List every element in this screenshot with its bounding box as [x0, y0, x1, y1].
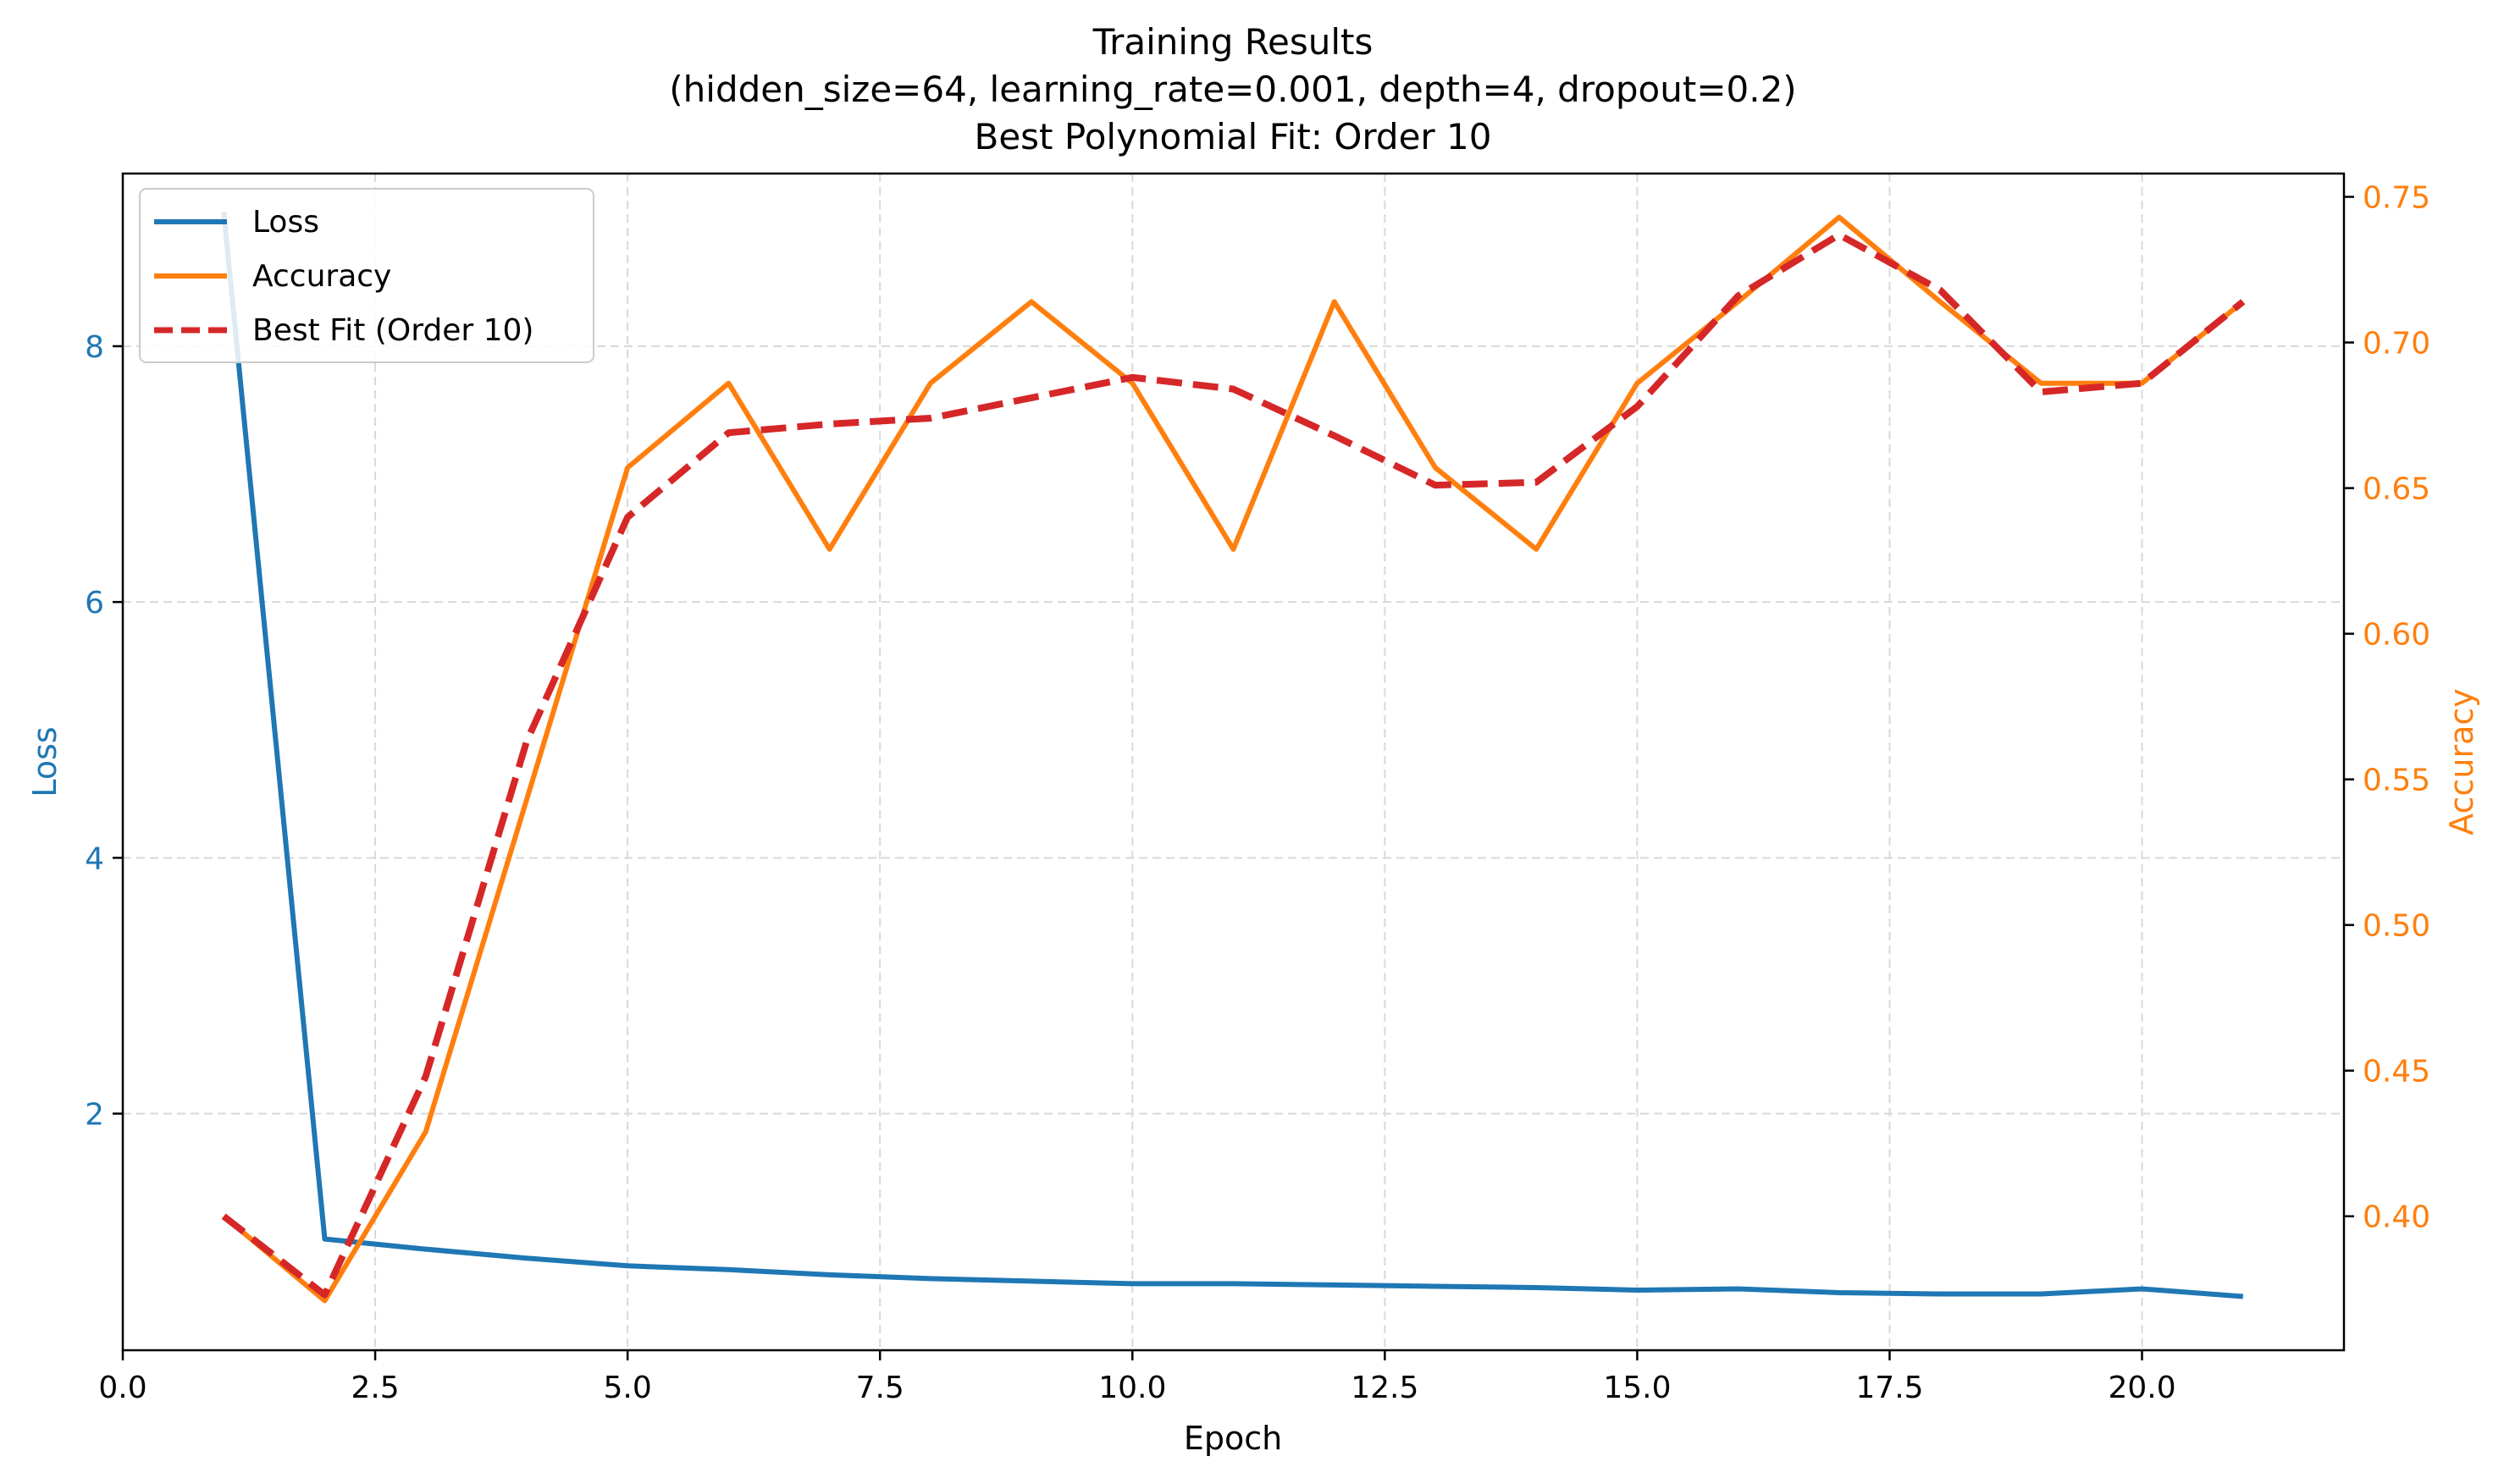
y-left-tick-label: 8 [85, 330, 104, 365]
x-tick-label: 12.5 [1351, 1371, 1418, 1405]
y-axis-left: 2 4 6 8 [85, 330, 123, 1132]
y-axis-left-label: Loss [26, 726, 64, 797]
y-left-tick-label: 6 [85, 586, 104, 621]
y-left-tick-label: 4 [85, 841, 104, 876]
y-left-tick-label: 2 [85, 1097, 104, 1132]
x-tick-label: 20.0 [2108, 1371, 2175, 1405]
y-right-tick-label: 0.55 [2363, 764, 2430, 798]
accuracy-line [222, 214, 2245, 1304]
x-tick-label: 15.0 [1603, 1371, 1671, 1405]
x-axis-label: Epoch [1184, 1420, 1282, 1457]
x-tick-label: 7.5 [856, 1371, 904, 1405]
legend-box [139, 188, 594, 363]
y-right-tick-label: 0.70 [2363, 327, 2430, 361]
x-tick-label: 10.0 [1098, 1371, 1166, 1405]
x-tick-label: 2.5 [351, 1371, 399, 1405]
y-axis-right-label: Accuracy [2443, 688, 2480, 836]
x-axis: 0.0 2.5 5.0 7.5 10.0 12.5 15.0 17.5 20.0 [98, 1350, 2176, 1405]
y-right-tick-label: 0.75 [2363, 181, 2430, 216]
y-right-tick-label: 0.45 [2363, 1055, 2430, 1090]
series-lines [221, 212, 2246, 1304]
legend-label-accuracy: Accuracy [252, 259, 391, 294]
legend-label-best-fit: Best Fit (Order 10) [252, 313, 533, 348]
chart-subtitle-fit: Best Polynomial Fit: Order 10 [975, 116, 1492, 157]
plot-frame [121, 172, 2346, 1352]
loss-line [221, 212, 2244, 1299]
legend-label-loss: Loss [252, 205, 319, 240]
x-tick-label: 5.0 [604, 1371, 652, 1405]
chart-subtitle-params: (hidden_size=64, learning_rate=0.001, de… [669, 69, 1796, 110]
y-right-tick-label: 0.50 [2363, 909, 2430, 944]
y-right-tick-label: 0.65 [2363, 472, 2430, 507]
y-axis-right: 0.40 0.45 0.50 0.55 0.60 0.65 0.70 0.75 [2344, 181, 2430, 1235]
chart-title: Training Results [1092, 21, 1374, 63]
best-fit-line [221, 231, 2246, 1299]
x-tick-label: 0.0 [98, 1371, 146, 1405]
y-right-tick-label: 0.60 [2363, 618, 2430, 653]
y-right-tick-label: 0.40 [2363, 1200, 2430, 1235]
legend: Loss Accuracy Best Fit (Order 10) [139, 188, 594, 363]
x-tick-label: 17.5 [1855, 1371, 1923, 1405]
